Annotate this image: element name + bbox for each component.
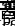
Text: 49 $\Omega$: 49 $\Omega$ [8,0,15,12]
Text: tunnel: tunnel [4,1,15,15]
Text: $\pi$-band: $\pi$-band [0,12,15,26]
Text: 36 $\Omega$: 36 $\Omega$ [6,0,15,11]
Text: experiment: experiment [0,6,15,20]
Text: Comparing theoretical and experimental spectra, one can infer that
all the phono: Comparing theoretical and experimental s… [1,22,15,26]
Text: 256: 256 [1,2,15,19]
Text: ballistic: ballistic [2,4,15,18]
Text: theory: theory [0,12,15,25]
Text: diffusive: diffusive [3,3,15,16]
Text: $\it{Figure\ 3.}$   Comparison of experimental (upper panel) and calculated (low: $\it{Figure\ 3.}$ Comparison of experime… [1,18,15,26]
Text: | || c: | || c [0,5,15,20]
Text: R$_N$=80 $\Omega$: R$_N$=80 $\Omega$ [4,0,15,10]
